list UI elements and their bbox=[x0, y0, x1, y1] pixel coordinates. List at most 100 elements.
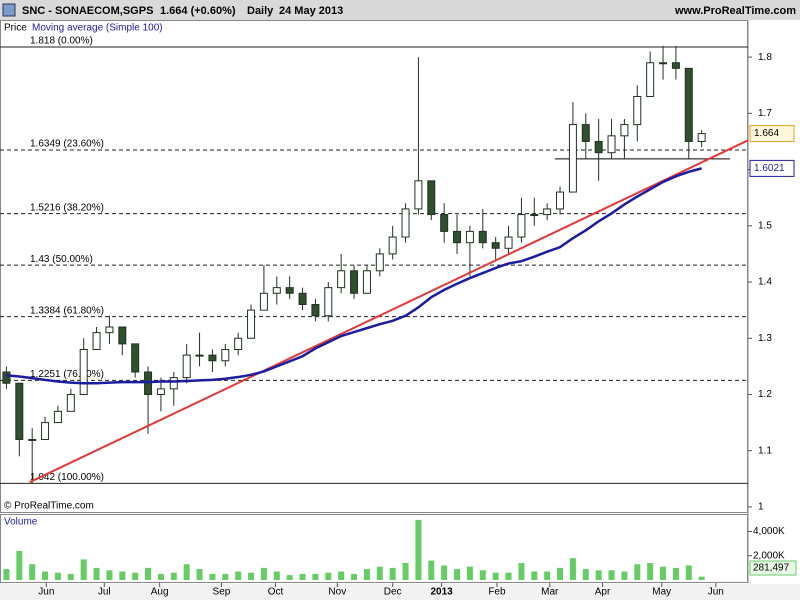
candle-body bbox=[684, 67, 693, 142]
y-tick-label: 1 bbox=[758, 502, 764, 513]
last-value-label: 1.6021 bbox=[754, 163, 785, 174]
copyright: © ProRealTime.com bbox=[4, 501, 94, 512]
candle-body bbox=[465, 230, 474, 244]
y-tick-label: 1.4 bbox=[758, 277, 772, 288]
candle-body bbox=[311, 304, 320, 317]
candle-body bbox=[2, 371, 11, 384]
volume-bar bbox=[518, 563, 525, 580]
volume-bar bbox=[80, 559, 87, 580]
x-tick-label: Jun bbox=[38, 587, 54, 598]
candle-body bbox=[504, 236, 513, 249]
x-tick-label: May bbox=[652, 587, 671, 598]
x-tick-label: Jul bbox=[98, 587, 111, 598]
candle-body bbox=[195, 354, 204, 357]
volume-bar bbox=[569, 558, 576, 580]
candle-body bbox=[169, 377, 178, 390]
volume-bar bbox=[93, 567, 100, 580]
candle-body bbox=[568, 124, 577, 193]
candle-body bbox=[388, 236, 397, 255]
candle-body bbox=[414, 180, 423, 210]
volume-bar bbox=[299, 573, 306, 580]
y-tick-label: 1.8 bbox=[758, 52, 772, 63]
volume-bar bbox=[698, 576, 705, 580]
candle-body bbox=[659, 62, 668, 65]
candle-body bbox=[633, 95, 642, 126]
candle-body bbox=[53, 410, 62, 424]
volume-bar bbox=[3, 569, 10, 580]
candle-body bbox=[105, 326, 114, 334]
header-bar bbox=[0, 0, 800, 20]
candle-body bbox=[362, 270, 371, 294]
volume-bar bbox=[685, 565, 692, 580]
volume-bar bbox=[608, 570, 615, 580]
volume-bar bbox=[132, 572, 139, 580]
candle-body bbox=[118, 326, 127, 345]
x-tick-label: Sep bbox=[213, 587, 231, 598]
volume-bar bbox=[402, 563, 409, 580]
x-tick-label: Jun bbox=[708, 587, 724, 598]
volume-bar bbox=[415, 519, 422, 580]
volume-bar bbox=[557, 567, 564, 580]
candle-body bbox=[156, 388, 165, 395]
candle-body bbox=[15, 382, 24, 440]
fib-label: 1.3384 (61.80%) bbox=[30, 305, 104, 316]
candle-body bbox=[697, 133, 706, 142]
fib-label: 1.042 (100.00%) bbox=[30, 472, 104, 483]
volume-bar bbox=[582, 569, 589, 580]
time-axis bbox=[0, 584, 800, 600]
candle-body bbox=[234, 337, 243, 350]
volume-title: Volume bbox=[4, 517, 38, 528]
moving-average bbox=[6, 167, 702, 385]
candle-body bbox=[221, 348, 230, 362]
date: 24 May 2013 bbox=[279, 5, 343, 17]
candle-body bbox=[440, 214, 449, 232]
candle-body bbox=[41, 422, 50, 440]
volume-bar bbox=[544, 571, 551, 580]
x-tick-label: Aug bbox=[151, 587, 169, 598]
volume-bar bbox=[466, 566, 473, 580]
candle-body bbox=[208, 354, 217, 362]
candle-body bbox=[92, 332, 101, 350]
volume-bar bbox=[505, 572, 512, 580]
volume-bar bbox=[119, 571, 126, 580]
fib-label: 1.43 (50.00%) bbox=[30, 254, 93, 265]
candle-body bbox=[131, 343, 140, 373]
candle-body bbox=[517, 214, 526, 238]
volume-bar bbox=[325, 572, 332, 580]
volume-bar bbox=[273, 571, 280, 580]
volume-bar bbox=[647, 563, 654, 580]
volume-bar bbox=[621, 571, 628, 580]
volume-bar bbox=[454, 569, 461, 580]
volume-bar bbox=[183, 564, 190, 580]
volume-bar bbox=[16, 550, 23, 580]
volume-bar bbox=[170, 572, 177, 580]
volume-bar bbox=[286, 575, 293, 580]
candle-body bbox=[556, 191, 565, 210]
x-tick-label: Feb bbox=[488, 587, 506, 598]
volume-tick-label: 4,000K bbox=[753, 526, 785, 537]
volume-value-label: 281,497 bbox=[753, 563, 790, 574]
candle-body bbox=[259, 292, 268, 311]
price-panel bbox=[0, 20, 748, 513]
volume-bar bbox=[145, 567, 152, 580]
source: www.ProRealTime.com bbox=[674, 5, 796, 17]
volume-bar bbox=[222, 573, 229, 580]
candle-body bbox=[350, 270, 359, 294]
candle-body bbox=[401, 208, 410, 238]
candle-body bbox=[285, 287, 294, 294]
quote: 1.664 (+0.60%) bbox=[160, 5, 236, 17]
last-value-box bbox=[749, 159, 795, 177]
last-value-box bbox=[749, 125, 795, 143]
volume-bar bbox=[29, 564, 36, 580]
volume-bar bbox=[672, 567, 679, 580]
x-tick-label: Oct bbox=[268, 587, 284, 598]
title: SNC - SONAECOM,SGPS bbox=[22, 5, 153, 17]
x-tick-label: Dec bbox=[384, 587, 402, 598]
volume-bar bbox=[660, 566, 667, 580]
volume-bar bbox=[196, 569, 203, 580]
y-tick-label: 1.3 bbox=[758, 333, 772, 344]
last-value-label: 1.664 bbox=[754, 128, 779, 139]
volume-bar bbox=[209, 573, 216, 580]
candle-body bbox=[581, 124, 590, 142]
